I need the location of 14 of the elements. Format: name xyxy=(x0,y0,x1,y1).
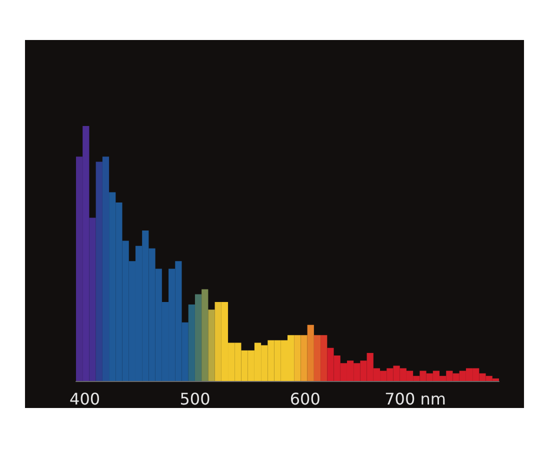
bar xyxy=(208,310,215,381)
x-tick-label: 600 xyxy=(290,390,320,408)
bar xyxy=(202,289,208,381)
bar xyxy=(320,335,328,381)
bar xyxy=(300,335,308,381)
x-tick-label: 500 xyxy=(180,390,210,408)
bar xyxy=(307,324,314,381)
x-tick-label: 700 nm xyxy=(384,390,446,408)
bar xyxy=(96,162,102,381)
bar xyxy=(188,304,195,381)
bar xyxy=(194,294,202,381)
bar xyxy=(314,335,321,381)
bar xyxy=(294,335,301,381)
x-tick-label: 400 xyxy=(70,390,100,408)
